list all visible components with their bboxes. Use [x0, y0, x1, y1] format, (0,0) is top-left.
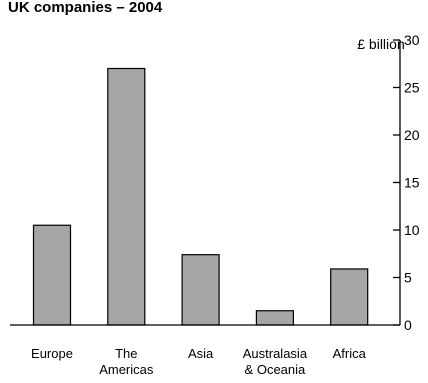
chart-title: UK companies – 2004: [8, 0, 163, 16]
x-category-label: The Americas: [99, 346, 154, 377]
y-tick-label: 30: [404, 32, 420, 48]
x-category-label: Asia: [188, 346, 214, 361]
bar: [107, 67, 146, 326]
x-category-label: Africa: [333, 346, 367, 361]
x-category-label: Australasia & Oceania: [243, 346, 308, 377]
y-axis: 0 5 10 15 20 25 30: [10, 32, 420, 333]
y-axis-unit-label: £ billion: [357, 36, 404, 52]
x-axis-labels: Europe The Americas Asia Australasia & Oceani…: [31, 346, 367, 377]
bar: [181, 254, 220, 326]
y-tick-label: 10: [404, 222, 420, 238]
x-category-label: Europe: [31, 346, 73, 361]
bar: [330, 268, 369, 326]
bar: [32, 224, 72, 326]
y-tick-label: 15: [404, 175, 420, 191]
y-tick-label: 5: [404, 270, 412, 286]
y-tick-label: 20: [404, 127, 420, 143]
y-tick-label: 0: [404, 317, 412, 333]
bar: [255, 310, 294, 326]
bars-group: [32, 67, 369, 326]
y-tick-label: 25: [404, 80, 420, 96]
